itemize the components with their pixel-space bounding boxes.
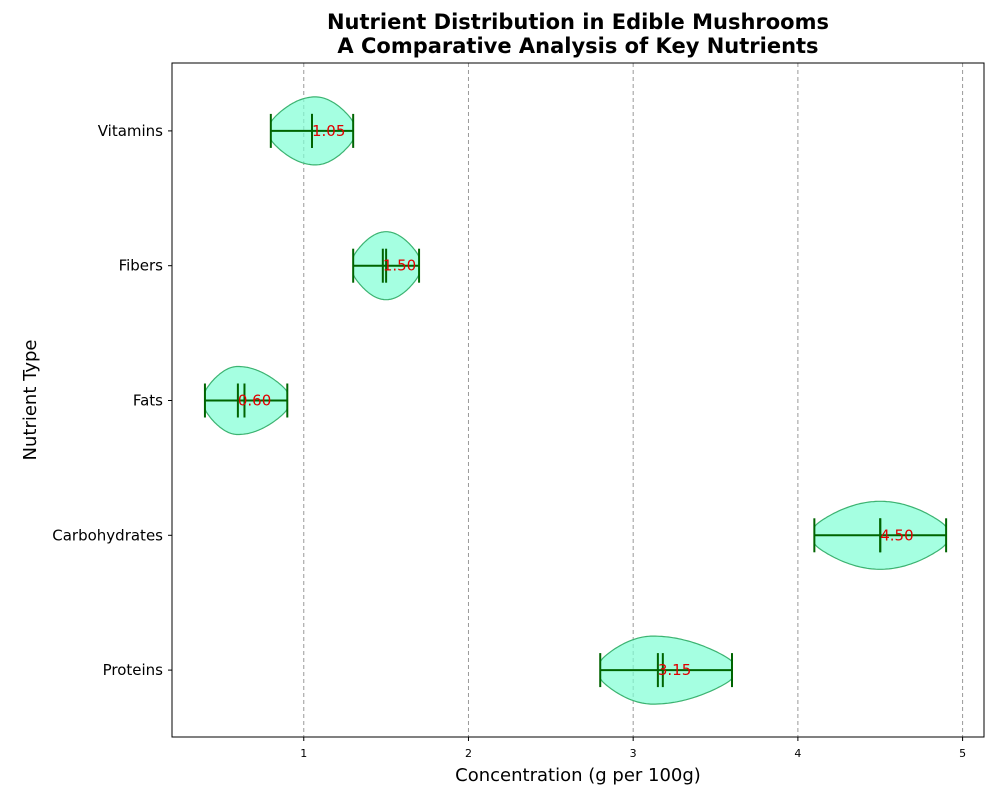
violins: 3.15 4.50 0.60 1.50 1.05 [203,96,948,705]
x-tick-label: 3 [630,747,637,760]
chart-title: Nutrient Distribution in Edible Mushroom… [172,10,984,58]
value-label: 0.60 [238,392,271,410]
title-line-1: Nutrient Distribution in Edible Mushroom… [326,10,829,34]
y-tick-label: Fibers [119,257,164,275]
y-tick-label: Proteins [103,661,164,679]
value-label: 4.50 [880,526,913,544]
y-axis-label: Nutrient Type [20,340,41,461]
value-label: 3.15 [658,661,691,679]
y-tick-label: Carbohydrates [52,526,163,544]
x-tick-label: 1 [300,747,307,760]
y-axis-ticks: Proteins Carbohydrates Fats Fibers Vitamins [52,122,172,679]
value-label: 1.50 [383,257,416,275]
x-tick-label: 5 [959,747,966,760]
title-line-2: A Comparative Analysis of Key Nutrients [337,34,819,58]
x-tick-label: 4 [794,747,801,760]
y-tick-label: Vitamins [98,122,163,140]
grid-lines [303,63,964,737]
value-label: 1.05 [312,122,345,140]
x-tick-label: 2 [465,747,472,760]
plot-frame [171,62,985,738]
y-tick-label: Fats [133,392,163,410]
x-axis-ticks: 1 2 3 4 5 [300,737,966,760]
x-axis-label: Concentration (g per 100g) [455,765,701,786]
